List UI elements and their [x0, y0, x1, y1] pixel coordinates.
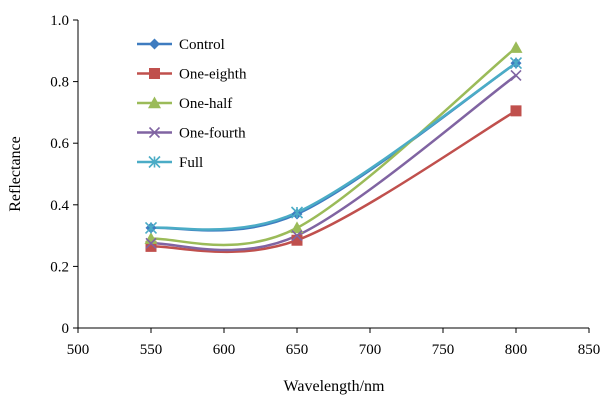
data-point-full: [509, 57, 523, 70]
legend-marker-full: [148, 155, 161, 169]
legend-marker-one-fourth: [148, 126, 161, 139]
y-axis-ticks: 0 0.2 0.4 0.6 0.8 1.0: [50, 13, 78, 337]
legend-marker-control: [149, 38, 160, 50]
series-line-full: [150, 62, 517, 231]
y-tick-label: 0.6: [50, 136, 69, 152]
x-tick-label: 650: [286, 342, 309, 358]
series-line-one-half: [150, 46, 517, 247]
x-tick-label: 500: [67, 342, 90, 358]
data-point-one-fourth: [145, 237, 157, 249]
y-tick-label: 0.2: [50, 259, 69, 275]
x-axis-ticks: 500 550 600 650 700 750 800 850: [67, 328, 601, 358]
data-point-full: [144, 221, 158, 234]
data-point-one-eighth: [145, 240, 157, 252]
x-tick-label: 850: [578, 342, 601, 358]
y-tick-label: 0.8: [50, 75, 69, 91]
x-axis-title: Wavelength/nm: [284, 378, 385, 395]
legend-marker-one-eighth: [149, 68, 160, 79]
legend-label-control: Control: [179, 37, 225, 53]
data-point-one-half: [290, 221, 304, 234]
data-point-one-fourth: [510, 69, 522, 82]
x-tick-label: 800: [505, 342, 528, 358]
series-line-one-fourth: [150, 74, 517, 252]
legend-label-full: Full: [179, 155, 203, 171]
x-tick-label: 550: [140, 342, 163, 358]
data-point-one-eighth: [291, 234, 303, 246]
legend: Control One-eighth One-half One-fourth Full: [137, 37, 247, 171]
legend-marker-one-half: [148, 96, 161, 109]
data-point-one-eighth: [510, 105, 522, 117]
legend-label-one-eighth: One-eighth: [179, 67, 247, 83]
y-tick-label: 0: [62, 321, 70, 337]
x-tick-label: 600: [213, 342, 236, 358]
data-point-one-fourth: [291, 230, 303, 242]
series-lines: [150, 46, 517, 254]
y-tick-label: 0.4: [50, 198, 69, 214]
y-axis-title: Reflectance: [7, 136, 24, 212]
legend-label-one-half: One-half: [179, 96, 232, 112]
x-tick-label: 750: [432, 342, 455, 358]
data-point-full: [290, 206, 304, 219]
x-tick-label: 700: [359, 342, 382, 358]
legend-label-one-fourth: One-fourth: [179, 126, 246, 142]
data-point-one-half: [509, 41, 523, 53]
series-line-one-eighth: [150, 109, 517, 254]
series-markers: [144, 41, 523, 252]
plot-area: 0 0.2 0.4 0.6 0.8 1.0 500 550 600 650 700 750 800 85…: [50, 13, 600, 358]
y-tick-label: 1.0: [50, 13, 69, 29]
